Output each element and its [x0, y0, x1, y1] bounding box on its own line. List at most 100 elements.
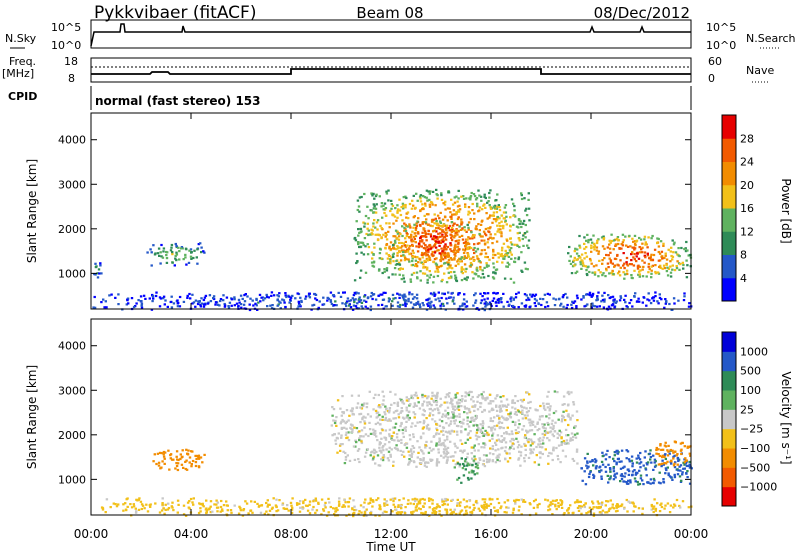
velocity-echo-cell [391, 435, 394, 438]
power-echo-cell [479, 261, 482, 264]
velocity-echo-cell [197, 455, 200, 458]
power-echo-cell [291, 294, 294, 297]
velocity-echo-cell [377, 497, 380, 500]
velocity-echo-cell [345, 420, 348, 423]
velocity-echo-cell [345, 436, 348, 440]
power-echo-cell [357, 243, 360, 246]
power-echo-cell [500, 220, 503, 223]
power-echo-cell [435, 240, 438, 243]
power-echo-cell [426, 245, 429, 248]
velocity-echo-cell [484, 397, 487, 400]
velocity-echo-cell [400, 507, 403, 510]
velocity-echo-cell [472, 459, 475, 462]
power-echo-cell [422, 221, 425, 224]
velocity-echo-cell [465, 509, 468, 512]
power-echo-cell [170, 243, 174, 247]
velocity-echo-cell [674, 441, 677, 444]
velocity-echo-cell [576, 432, 579, 435]
velocity-echo-cell [523, 500, 527, 503]
velocity-echo-cell [164, 451, 167, 454]
power-echo-cell [585, 272, 589, 276]
power-echo-cell [587, 265, 590, 268]
power-echo-cell [478, 242, 481, 245]
power-echo-cell [433, 238, 436, 241]
power-echo-cell [606, 246, 609, 249]
power-echo-cell [584, 265, 587, 268]
power-echo-cell [140, 302, 144, 305]
velocity-echo-cell [412, 405, 415, 408]
velocity-echo-cell [421, 505, 425, 508]
velocity-echo-cell [360, 403, 364, 406]
power-echo-cell [527, 198, 530, 201]
power-echo-cell [424, 247, 427, 250]
power-echo-cell [654, 264, 657, 267]
velocity-echo-cell [197, 457, 201, 460]
velocity-echo-cell [405, 420, 408, 423]
velocity-echo-cell [201, 504, 204, 507]
velocity-echo-cell [588, 506, 592, 509]
power-echo-cell [322, 296, 325, 299]
power-echo-cell [422, 195, 425, 198]
velocity-echo-cell [486, 397, 489, 400]
velocity-echo-cell [466, 438, 470, 441]
power-echo-cell [644, 256, 647, 259]
velocity-echo-cell [631, 470, 635, 473]
y-tick-label: 1000 [58, 267, 86, 280]
velocity-echo-cell [388, 446, 391, 449]
power-echo-cell [108, 294, 111, 297]
power-echo-cell [433, 294, 436, 297]
power-echo-cell [500, 232, 503, 235]
power-echo-cell [248, 308, 252, 312]
velocity-echo-cell [382, 395, 386, 398]
velocity-echo-cell [465, 464, 469, 467]
power-echo-cell [457, 293, 460, 296]
power-echo-cell [512, 202, 515, 205]
power-echo-cell [650, 272, 653, 275]
velocity-echo-cell [372, 448, 376, 451]
power-echo-cell [626, 264, 630, 267]
velocity-echo-cell [650, 461, 653, 464]
velocity-echo-cell [470, 446, 473, 449]
power-echo-cell [180, 246, 184, 249]
velocity-echo-cell [514, 407, 517, 410]
velocity-echo-cell [348, 497, 352, 500]
velocity-echo-cell [374, 462, 377, 465]
velocity-echo-cell [362, 506, 365, 509]
velocity-echo-cell [435, 442, 438, 445]
velocity-echo-cell [453, 422, 456, 425]
velocity-echo-cell [460, 457, 463, 460]
velocity-echo-cell [555, 508, 558, 511]
power-echo-cell [488, 258, 491, 261]
velocity-echo-cell [473, 455, 476, 458]
power-echo-cell [405, 258, 408, 261]
velocity-echo-cell [482, 422, 485, 425]
velocity-echo-cell [569, 418, 572, 421]
power-echo-cell [413, 215, 416, 218]
power-echo-cell [334, 300, 337, 303]
power-echo-cell [641, 242, 644, 245]
power-echo-cell [199, 305, 203, 308]
power-echo-cell [421, 251, 424, 255]
velocity-echo-cell [663, 507, 666, 510]
power-echo-cell [630, 263, 633, 266]
velocity-echo-cell [461, 398, 464, 401]
power-echo-cell [420, 261, 424, 264]
velocity-echo-cell [681, 500, 685, 503]
power-echo-cell [524, 304, 528, 307]
velocity-echo-cell [554, 499, 557, 502]
velocity-echo-cell [631, 465, 634, 468]
velocity-echo-cell [633, 505, 636, 508]
velocity-echo-cell [176, 511, 179, 514]
velocity-echo-cell [550, 452, 553, 455]
power-echo-cell [312, 303, 316, 306]
power-echo-cell [398, 198, 401, 201]
velocity-echo-cell [460, 431, 463, 434]
power-echo-cell [402, 277, 405, 280]
velocity-echo-cell [461, 421, 464, 424]
power-echo-cell [163, 303, 166, 306]
power-echo-cell [481, 219, 484, 222]
velocity-echo-cell [465, 512, 469, 515]
velocity-echo-cell [571, 438, 574, 442]
power-echo-cell [244, 293, 247, 296]
velocity-echo-cell [395, 447, 398, 450]
